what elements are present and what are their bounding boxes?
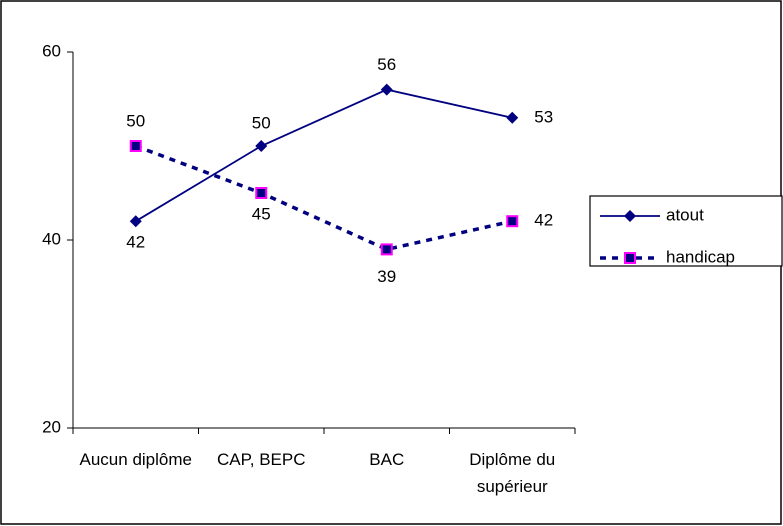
data-label: 39 [377,267,396,286]
marker-square [129,140,142,152]
marker-diamond [129,215,142,228]
data-label: 42 [126,233,145,252]
legend-box [589,195,783,267]
marker-square [380,243,393,256]
data-label: 42 [534,211,553,230]
marker-diamond [506,111,519,124]
legend-label: atout [666,205,704,224]
x-tick-label: BAC [369,450,405,469]
series-line [135,88,513,222]
legend-label: handicap [666,247,735,266]
y-tick-label: 20 [42,417,61,436]
x-tick-label: Aucun diplôme [79,450,192,469]
marker-diamond [624,210,636,222]
marker-diamond [255,140,268,152]
y-tick-label: 60 [42,41,61,60]
x-tick-label: Diplôme du supérieur [469,450,556,496]
data-label: 53 [534,107,553,126]
marker-square [506,215,519,228]
y-tick-label: 40 [42,229,61,248]
data-label: 50 [252,113,271,132]
data-label: 56 [377,55,396,74]
marker-square [255,187,268,199]
data-label: 50 [126,111,145,130]
marker-diamond [380,83,393,96]
data-label: 45 [252,204,271,223]
marker-square [624,252,636,264]
x-tick-label: CAP, BEPC [216,450,306,469]
series-line [135,144,513,252]
